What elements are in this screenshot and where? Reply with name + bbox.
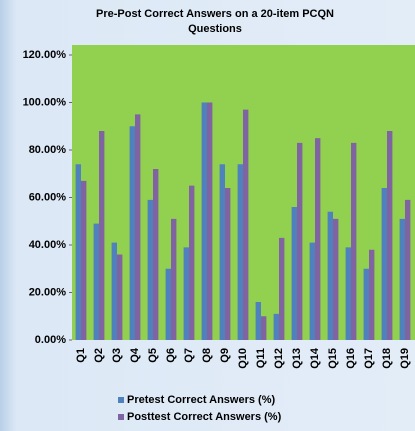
bar	[153, 169, 159, 340]
x-tick-label: Q16	[345, 348, 357, 369]
y-tick-label: 80.00%	[29, 144, 67, 156]
x-tick-label: Q14	[309, 347, 321, 369]
y-tick-label: 40.00%	[29, 239, 67, 251]
bar	[327, 211, 333, 340]
chart-title: Pre-Post Correct Answers on a 20-item PC…	[96, 8, 334, 35]
bar	[93, 223, 99, 340]
bar	[345, 247, 351, 340]
y-tick-label: 100.00%	[23, 96, 67, 108]
bar	[135, 114, 141, 340]
y-tick-label: 60.00%	[29, 191, 67, 203]
x-tick-label: Q19	[399, 348, 411, 369]
bar	[369, 249, 375, 340]
x-tick-label: Q11	[255, 348, 267, 368]
x-tick-label: Q18	[381, 348, 393, 369]
x-tick-label: Q6	[165, 348, 177, 363]
x-tick-label: Q7	[183, 348, 195, 363]
x-tick-label: Q1	[75, 348, 87, 363]
legend-label: Posttest Correct Answers (%)	[127, 411, 282, 423]
x-tick-label: Q3	[111, 348, 123, 363]
bar	[351, 142, 357, 340]
bar	[255, 302, 261, 340]
bar	[225, 188, 231, 340]
x-tick-label: Q9	[219, 348, 231, 363]
legend-swatch	[118, 414, 124, 420]
x-tick-label: Q4	[129, 347, 141, 363]
bar	[99, 131, 105, 340]
y-tick-label: 0.00%	[35, 334, 66, 346]
bar	[273, 313, 279, 340]
bar	[291, 207, 297, 340]
y-tick-label: 20.00%	[29, 286, 67, 298]
bar	[81, 180, 87, 340]
bar	[243, 109, 249, 340]
bar	[165, 268, 171, 340]
y-tick-label: 120.00%	[23, 49, 67, 61]
bar	[219, 164, 225, 340]
bar	[117, 254, 123, 340]
x-tick-label: Q13	[291, 348, 303, 369]
bar	[171, 218, 177, 340]
bar	[75, 164, 81, 340]
x-tick-label: Q12	[273, 348, 285, 369]
bar	[183, 247, 189, 340]
bar	[333, 218, 339, 340]
bar	[261, 316, 267, 340]
x-tick-label: Q2	[93, 348, 105, 363]
bar	[147, 199, 153, 340]
bar	[387, 131, 393, 340]
bar	[399, 218, 405, 340]
bar	[207, 102, 213, 340]
bar	[129, 126, 135, 340]
x-tick-label: Q8	[201, 348, 213, 363]
title-line: Questions	[188, 23, 242, 35]
legend-swatch	[118, 397, 124, 403]
x-tick-label: Q17	[363, 348, 375, 369]
bar	[111, 242, 117, 340]
title-line: Pre-Post Correct Answers on a 20-item PC…	[96, 8, 334, 20]
bar	[315, 138, 321, 340]
bar	[381, 188, 387, 340]
bar	[363, 268, 369, 340]
legend-label: Pretest Correct Answers (%)	[127, 394, 275, 406]
bar	[405, 199, 411, 340]
bar	[309, 242, 315, 340]
x-tick-label: Q15	[327, 348, 339, 369]
bar	[201, 102, 207, 340]
bar	[297, 142, 303, 340]
bar	[279, 237, 285, 340]
x-tick-label: Q5	[147, 348, 159, 363]
x-tick-label: Q10	[237, 348, 249, 369]
bar	[237, 164, 243, 340]
bar	[189, 185, 195, 340]
